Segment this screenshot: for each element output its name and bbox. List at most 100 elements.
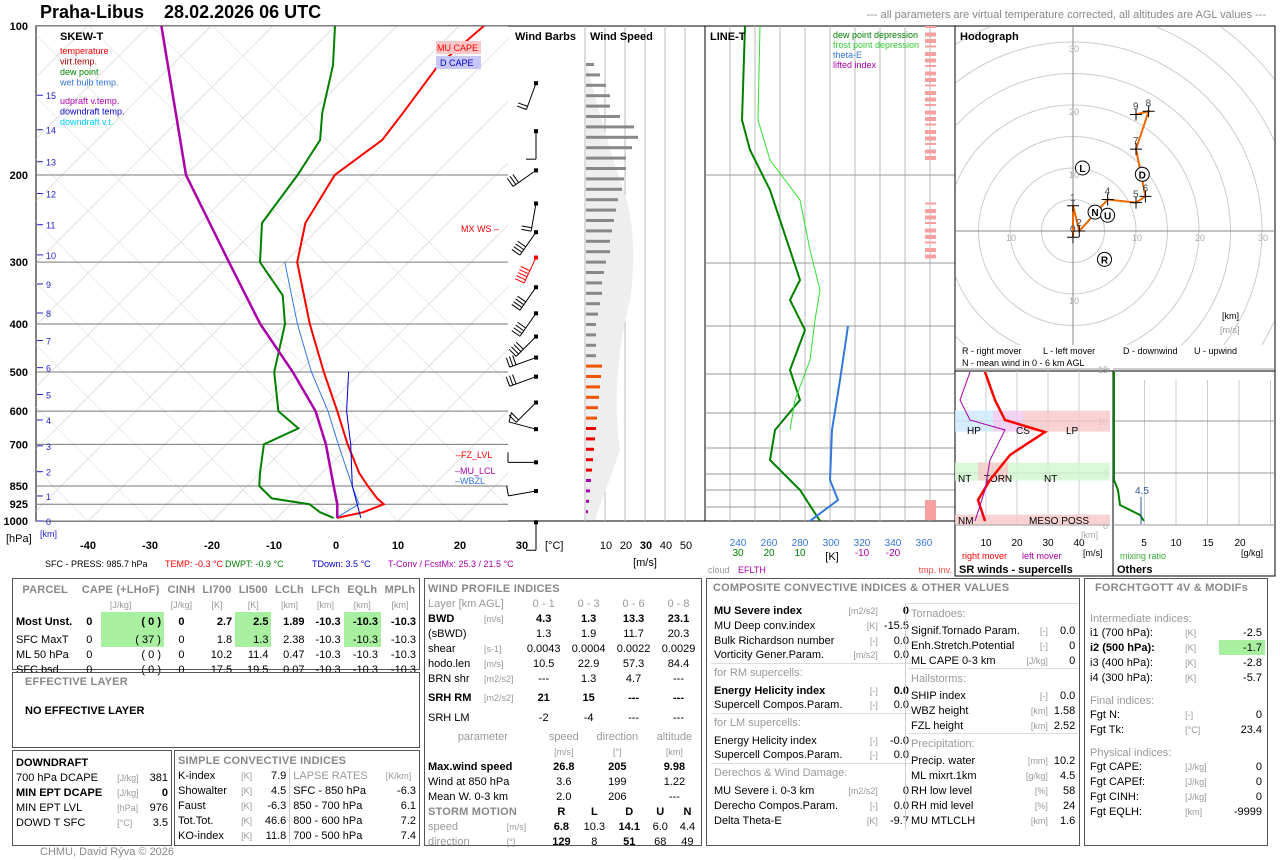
hodograph-km-marker — [1067, 231, 1079, 244]
storm-marker-label: D — [1139, 170, 1146, 181]
composite-row: Signif.Tornado Param. [-] 0.0 — [908, 624, 1078, 639]
wp-param-unit: [°] — [613, 746, 622, 757]
parcel-unit: [km] — [391, 599, 409, 610]
temp-tick-label: 10 — [392, 540, 404, 552]
storm-dir-value: 51 — [623, 835, 636, 848]
wp-layer-row: Layer [km AGL] 0 - 1 0 - 3 0 - 6 0 - 8 — [425, 596, 701, 611]
others-x-tick: 15 — [1202, 538, 1214, 549]
parcel-cape: 0 — [86, 663, 93, 676]
storm-col: L — [590, 805, 598, 818]
forchtgott-row: i1 (700 hPa): [K] -2.5 — [1087, 625, 1265, 640]
wind-speed-tick: 50 — [680, 540, 692, 552]
wp-layer: 0 - 1 — [532, 597, 555, 610]
others-x-tick: 20 — [1234, 538, 1246, 549]
temp-inversion-mark — [925, 149, 936, 154]
wind-barb-staff — [519, 286, 537, 311]
km-tick-label: 11 — [46, 221, 55, 231]
parcel-unit: [K] — [211, 599, 223, 610]
skewt-title: SKEW-T — [60, 31, 103, 43]
temp-inversion-mark — [925, 156, 936, 160]
wp-row: hodo.len [m/s] 10.5 22.9 57.3 84.4 — [425, 656, 701, 671]
wp-value: 15 — [582, 692, 595, 704]
hodograph-km-marker — [1101, 193, 1114, 206]
wind-barb — [507, 452, 538, 465]
isotherm — [149, 162, 508, 521]
zone-label-cs: CS — [1016, 426, 1030, 437]
forchtgott-section: Physical indices: — [1087, 737, 1265, 759]
composite-section: Tornadoes: — [908, 603, 1079, 624]
composite-unit: [mm] — [1027, 756, 1048, 766]
parcel-header: EQLh — [347, 583, 378, 596]
forchtgott-section-label: Intermediate indices: — [1090, 613, 1192, 625]
wind-barb-flag — [513, 327, 523, 334]
downdraft-panel: DOWNDRAFT 700 hPa DCAPE [J/kg] 381 MIN EPT D… — [12, 750, 172, 846]
composite-unit: [km] — [1030, 720, 1048, 731]
storm-dir-value: 8 — [591, 835, 598, 848]
wind-speed-bar — [586, 239, 610, 243]
wp-value: -4 — [583, 711, 594, 724]
wind-speed-bar — [586, 416, 597, 420]
temp-inversion-mark — [925, 110, 936, 115]
parcel-header: LI500 — [238, 583, 268, 596]
storm-speed-value: 10.3 — [583, 820, 606, 833]
wind-barb-flag — [519, 269, 529, 275]
temp-inversion-mark — [925, 143, 936, 145]
parcel-cape: 0 — [86, 633, 93, 646]
parcel-cinh: 0 — [178, 633, 185, 646]
wp-param-unit: [m/s] — [554, 746, 574, 757]
forchtgott-value: 0 — [1255, 708, 1262, 721]
series-wet-bulb-temp- — [284, 262, 360, 519]
simple-unit: [K] — [241, 800, 253, 811]
theta-tick: 360 — [916, 538, 933, 549]
wp-layer-label: Layer [km AGL] — [428, 597, 504, 610]
composite-row: MU Deep conv.index [K] -15.5 — [711, 618, 912, 633]
wind-barb-station — [534, 374, 538, 379]
temp-inversion-mark — [925, 130, 936, 134]
composite-label: RH mid level — [911, 800, 974, 812]
composite-label: Precip. water — [911, 755, 976, 767]
sr-legend-left: left mover — [1022, 551, 1062, 561]
station-name: Praha-Libus — [40, 2, 145, 22]
d-cape-box — [436, 56, 481, 69]
parcel-header: MPLh — [384, 583, 416, 596]
wp-label: SRH RM — [428, 692, 472, 704]
simple-value: 7.9 — [270, 769, 287, 782]
temp-tick-label: -10 — [266, 540, 282, 552]
forchtgott-unit: [K] — [1185, 642, 1197, 653]
isotherm — [36, 26, 398, 388]
isotherm — [36, 26, 274, 264]
series-dew-point — [258, 26, 336, 519]
composite-label: Derecho Compos.Param. — [714, 799, 839, 812]
composite-section: for RM supercells: — [711, 662, 912, 683]
parcel-header: CINH — [167, 583, 196, 596]
wind-speed-bar — [586, 146, 632, 150]
parcel-table: PARCEL CAPE (+LHoF) CINH LI700 LI500 LCLh LFCh… — [13, 582, 419, 677]
composite-value: 2.52 — [1053, 719, 1076, 732]
forchtgott-row: Fgt N: [-] 0 — [1087, 707, 1265, 722]
wp-value: --- — [673, 711, 685, 724]
storm-dir-label: direction — [428, 835, 470, 848]
wind-speed-bar — [586, 447, 594, 451]
composite-unit: [m2/s2] — [848, 605, 878, 616]
wind-barb-flag — [516, 275, 526, 281]
composite-unit: [-] — [1039, 641, 1048, 651]
theta-tick: 280 — [792, 538, 809, 549]
wind-speed-bar — [586, 115, 620, 118]
parcel-lfch: -10.3 — [315, 616, 341, 628]
wind-speed-bar — [586, 479, 591, 482]
hodograph-km-label: 1 — [1070, 193, 1076, 204]
wp-value: 21 — [537, 692, 550, 704]
wind-barb-staff — [519, 231, 537, 256]
composite-value: 1.6 — [1059, 815, 1076, 827]
parcel-header-row: PARCEL CAPE (+LHoF) CINH LI700 LI500 LCLh LFCh… — [13, 582, 419, 597]
parcel-cape: 0 — [86, 616, 93, 628]
composite-row: ML mixrt.1km [g/kg] 4.5 — [908, 769, 1078, 784]
wp-value: 4.3 — [536, 612, 552, 625]
skewt-legend-item: virt.temp. — [60, 57, 97, 67]
simple-value: 4.5 — [270, 784, 287, 797]
forchtgott-label: i2 (500 hPa): — [1090, 641, 1155, 654]
wind-barb — [508, 334, 538, 357]
parcel-name: ML 50 hPa — [16, 648, 69, 661]
composite-unit: [-] — [1039, 691, 1048, 701]
wind-barb-flag — [513, 246, 523, 253]
